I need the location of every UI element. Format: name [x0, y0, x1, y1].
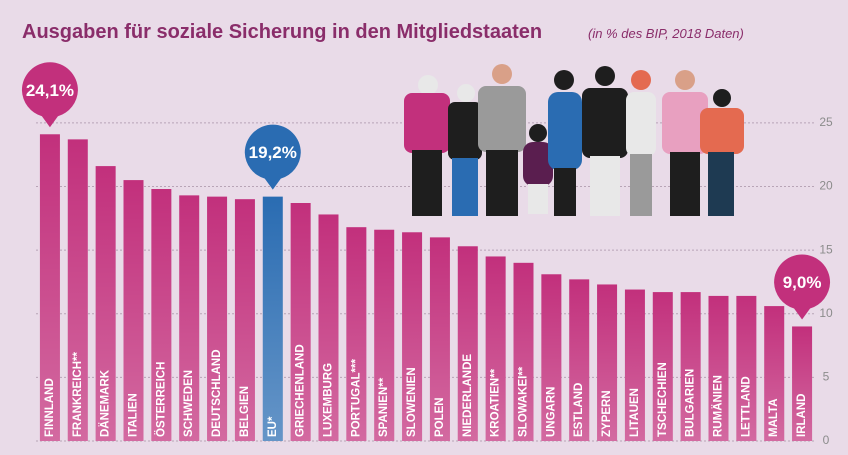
y-tick-label: 0	[823, 433, 830, 447]
bar-shade	[346, 227, 367, 441]
category-label: RUMÄNIEN	[712, 375, 725, 437]
bar-shade	[207, 196, 228, 441]
bar-shade	[374, 229, 395, 441]
person	[523, 124, 553, 214]
value-label: 9,0%	[783, 273, 822, 292]
person	[548, 70, 582, 216]
category-label: SCHWEDEN	[183, 370, 195, 437]
bar-shade	[95, 166, 116, 441]
people-illustration	[404, 64, 744, 216]
y-tick-label: 15	[819, 242, 833, 256]
category-label: PORTUGAL***	[350, 359, 362, 437]
category-label: POLEN	[434, 397, 446, 437]
category-label: GRIECHENLAND	[295, 344, 307, 437]
value-label: 24,1%	[26, 81, 74, 100]
person	[404, 75, 450, 216]
person	[478, 64, 526, 216]
y-tick-label: 20	[819, 179, 833, 193]
category-label: FRANKREICH**	[72, 352, 84, 438]
bar-shade	[541, 274, 562, 441]
bar-shade	[764, 306, 785, 441]
bar-shade	[67, 139, 88, 441]
bar-shade	[290, 203, 311, 441]
person	[662, 70, 708, 216]
category-label: MALTA	[768, 398, 780, 437]
bar-shade	[318, 214, 339, 441]
person	[448, 84, 482, 216]
category-label: BELGIEN	[239, 386, 251, 437]
person	[626, 70, 656, 216]
callout-bubble	[244, 124, 301, 190]
callout-bubble	[774, 254, 831, 320]
person	[700, 89, 744, 216]
category-label: SLOWENIEN	[406, 367, 418, 437]
bar-shade	[151, 189, 172, 441]
category-label: ÖSTERREICH	[154, 362, 167, 437]
bar-shade	[708, 295, 729, 441]
bar-shade	[234, 199, 255, 441]
category-label: LETTLAND	[740, 376, 752, 437]
bar-shade	[457, 246, 478, 441]
category-label: BULGARIEN	[685, 369, 697, 437]
bar-shade	[402, 232, 423, 441]
bar-shade	[569, 279, 590, 441]
value-label: 19,2%	[249, 143, 297, 162]
category-label: LITAUEN	[629, 388, 641, 437]
callouts: 24,1% 19,2% 9,0%	[21, 62, 831, 320]
bar-shade	[792, 326, 813, 441]
bar-shade	[513, 262, 534, 441]
bar-shade	[624, 289, 645, 441]
category-label: ZYPERN	[601, 390, 613, 437]
bar-shade	[485, 256, 506, 441]
bars: FINNLAND FRANKREICH** DÄNEMARK ITALIEN ÖSTER…	[39, 134, 813, 442]
category-label: KROATIEN**	[490, 368, 502, 437]
y-tick-label: 25	[819, 115, 833, 129]
category-label: EU*	[267, 416, 279, 437]
category-label: NIEDERLANDE	[462, 354, 474, 437]
bar-shade	[680, 292, 701, 441]
category-label: LUXEMBURG	[323, 363, 335, 437]
category-label: DÄNEMARK	[99, 369, 112, 437]
bar-shade	[123, 180, 144, 441]
y-tick-label: 5	[823, 370, 830, 384]
bar-shade	[736, 295, 757, 441]
bar-shade	[597, 284, 618, 441]
bar-shade	[262, 196, 283, 441]
chart-subtitle: (in % des BIP, 2018 Daten)	[588, 26, 744, 41]
category-label: IRLAND	[796, 394, 808, 437]
category-label: FINNLAND	[44, 378, 56, 437]
category-label: TSCHECHIEN	[657, 362, 669, 437]
chart-title: Ausgaben für soziale Sicherung in den Mi…	[22, 21, 542, 43]
category-label: SLOWAKEI**	[518, 366, 530, 437]
bar-shade	[429, 237, 450, 441]
category-label: ITALIEN	[128, 393, 140, 437]
category-label: UNGARN	[545, 387, 557, 437]
bar-shade	[179, 195, 200, 441]
bar-shade	[39, 134, 60, 442]
y-tick-label: 10	[819, 306, 833, 320]
category-label: DEUTSCHLAND	[211, 349, 223, 437]
category-label: SPANIEN**	[378, 377, 390, 437]
category-label: ESTLAND	[573, 383, 585, 437]
callout-bubble	[21, 62, 78, 128]
bar-shade	[652, 292, 673, 441]
person	[582, 66, 628, 216]
